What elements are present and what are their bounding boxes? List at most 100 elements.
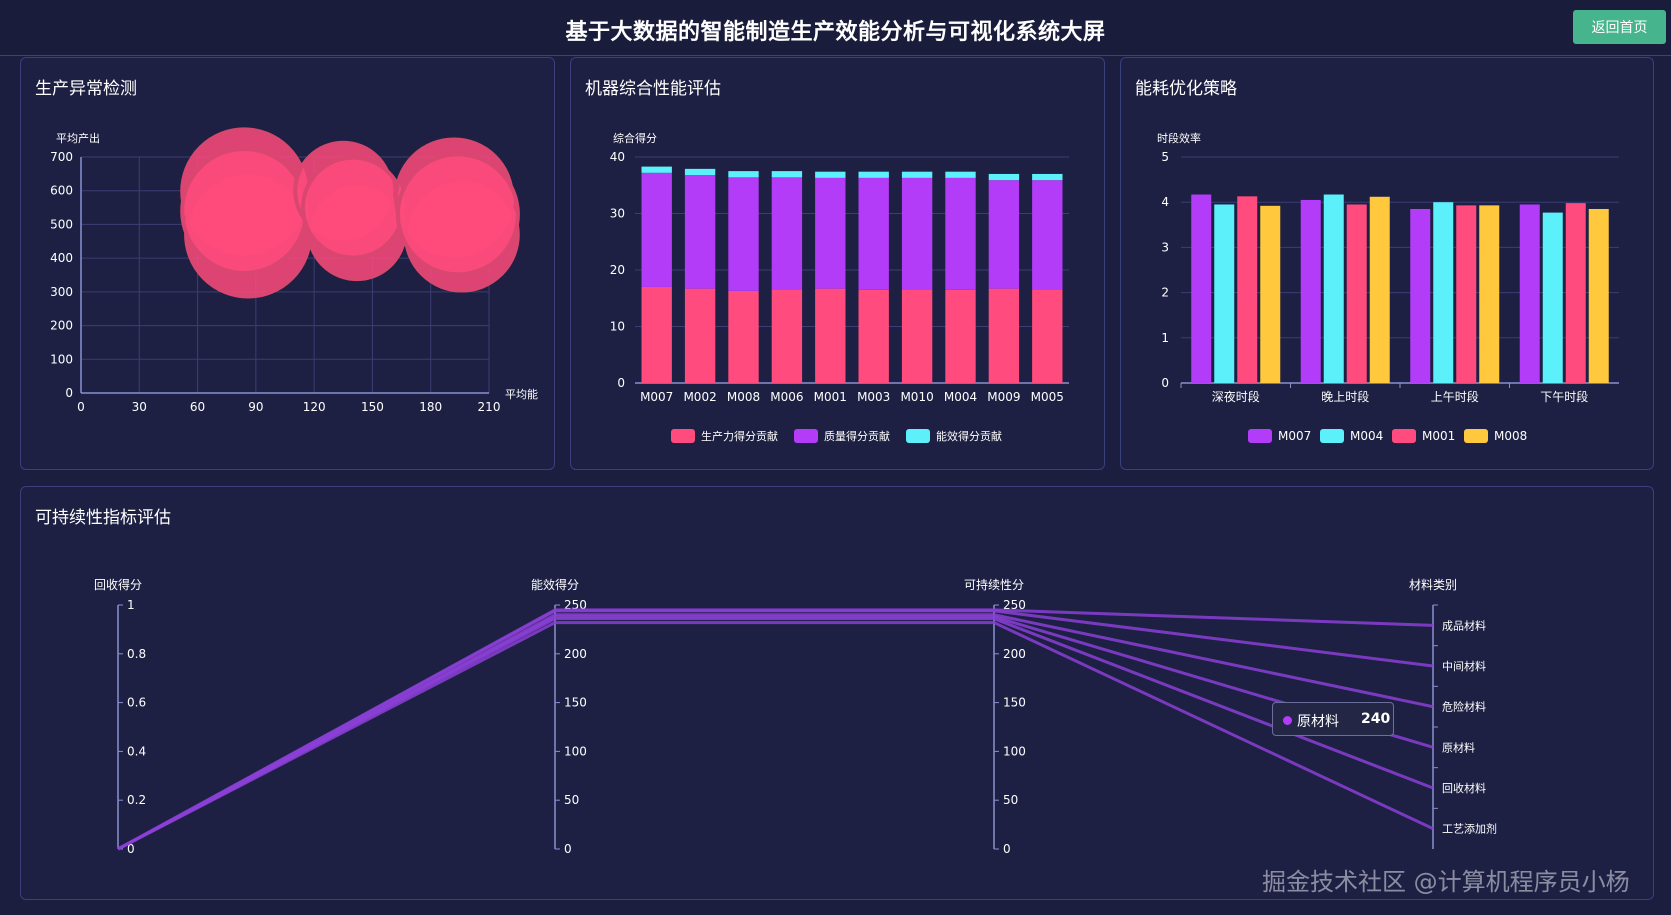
y-tick-label: 3 bbox=[1161, 240, 1169, 254]
y-axis-label: 综合得分 bbox=[613, 131, 657, 145]
axis-tick-label: 工艺添加剂 bbox=[1442, 822, 1497, 836]
scatter-point bbox=[180, 146, 309, 275]
y-tick-label: 5 bbox=[1161, 150, 1169, 164]
panel-machine-performance: 机器综合性能评估 0 10 20 30 40 综合得分 M007 M002 M008 M006 M0… bbox=[570, 57, 1105, 470]
x-axis-label: 平均能 bbox=[505, 387, 538, 401]
x-tick-label: 晚上时段 bbox=[1321, 389, 1369, 404]
panel-title-machine: 机器综合性能评估 bbox=[585, 79, 721, 99]
bar-segment bbox=[901, 289, 933, 383]
x-tick-label: 150 bbox=[361, 400, 384, 414]
bar-segment bbox=[684, 168, 716, 176]
x-tick-label: 90 bbox=[248, 400, 263, 414]
legend-swatch bbox=[1320, 429, 1344, 443]
bar bbox=[1214, 204, 1235, 383]
parallel-axis-name: 可持续性分 bbox=[964, 577, 1024, 592]
legend-swatch bbox=[1464, 429, 1488, 443]
axis-tick-label: 中间材料 bbox=[1442, 659, 1486, 673]
watermark: 掘金技术社区 @计算机程序员小杨 bbox=[1262, 868, 1630, 896]
scatter-chart[interactable]: 0 30 60 90 120 150 180 210 0 100 200 300 400 500 600 70… bbox=[21, 58, 556, 471]
axis-tick-label: 100 bbox=[1003, 744, 1026, 758]
y-tick-label: 200 bbox=[50, 319, 73, 333]
x-tick-label: 30 bbox=[132, 400, 147, 414]
axis-tick-label: 200 bbox=[1003, 647, 1026, 661]
legend-label: 质量得分贡献 bbox=[824, 429, 890, 443]
bar bbox=[1565, 203, 1586, 383]
bar-segment bbox=[901, 177, 933, 290]
legend-swatch bbox=[1248, 429, 1272, 443]
bar bbox=[1260, 205, 1281, 383]
y-tick-label: 10 bbox=[610, 320, 625, 334]
parallel-line bbox=[117, 621, 1434, 851]
axis-tick-label: 0.6 bbox=[127, 696, 146, 710]
bar bbox=[1542, 212, 1563, 383]
parallel-line bbox=[117, 613, 1434, 851]
y-tick-label: 2 bbox=[1161, 286, 1169, 300]
axis-tick-label: 回收材料 bbox=[1442, 781, 1486, 795]
bar-segment bbox=[815, 288, 846, 383]
x-tick-label: 120 bbox=[303, 400, 326, 414]
x-tick-label: 180 bbox=[419, 400, 442, 414]
axis-tick-label: 50 bbox=[564, 793, 579, 807]
legend-label: M001 bbox=[1422, 429, 1455, 443]
bar-segment bbox=[641, 166, 672, 173]
axis-tick-label: 原材料 bbox=[1442, 740, 1475, 754]
tooltip-name: 原材料 bbox=[1297, 714, 1339, 730]
bar-segment bbox=[858, 171, 889, 178]
chart-tooltip: 原材料 240 bbox=[1272, 702, 1394, 736]
bar-segment bbox=[684, 288, 716, 383]
y-tick-label: 40 bbox=[610, 150, 625, 164]
bar bbox=[1519, 204, 1540, 383]
axis-tick-label: 成品材料 bbox=[1442, 618, 1486, 632]
y-tick-label: 0 bbox=[65, 386, 73, 400]
y-tick-label: 30 bbox=[610, 207, 625, 221]
bar bbox=[1300, 199, 1321, 383]
y-tick-label: 400 bbox=[50, 251, 73, 265]
x-tick-label: M009 bbox=[987, 390, 1020, 404]
y-tick-label: 0 bbox=[1161, 376, 1169, 390]
bar bbox=[1237, 196, 1258, 383]
bar bbox=[1456, 205, 1477, 383]
bar-segment bbox=[858, 289, 889, 383]
bar-segment bbox=[988, 173, 1020, 181]
axis-tick-label: 100 bbox=[564, 744, 587, 758]
y-tick-label: 4 bbox=[1161, 195, 1169, 209]
x-tick-label: M004 bbox=[944, 390, 977, 404]
axis-tick-label: 150 bbox=[564, 696, 587, 710]
parallel-line bbox=[117, 615, 1434, 851]
axis-tick-label: 0.8 bbox=[127, 647, 146, 661]
parallel-axis-name: 回收得分 bbox=[94, 577, 142, 592]
x-tick-label: 深夜时段 bbox=[1212, 389, 1260, 404]
panel-title-anomaly: 生产异常检测 bbox=[35, 79, 137, 99]
stacked-bar-chart[interactable]: 0 10 20 30 40 综合得分 M007 M002 M008 M006 M001 M003 M01… bbox=[571, 58, 1106, 471]
parallel-line bbox=[117, 609, 1434, 851]
axis-tick-label: 1 bbox=[127, 598, 135, 612]
y-tick-label: 20 bbox=[610, 263, 625, 277]
legend-swatch bbox=[906, 429, 930, 443]
bar-segment bbox=[988, 180, 1020, 289]
bar-segment bbox=[641, 286, 672, 383]
x-tick-label: M002 bbox=[683, 390, 716, 404]
x-tick-label: M007 bbox=[640, 390, 673, 404]
parallel-axis-name: 材料类别 bbox=[1409, 578, 1457, 592]
bar-segment bbox=[771, 171, 803, 178]
parallel-axis-name: 能效得分 bbox=[531, 577, 579, 592]
home-button[interactable]: 返回首页 bbox=[1573, 10, 1666, 44]
parallel-chart[interactable]: 回收得分00.20.40.60.81能效得分050100150200250可持续… bbox=[21, 487, 1655, 901]
axis-tick-label: 危险材料 bbox=[1442, 700, 1486, 714]
legend-swatch bbox=[671, 429, 695, 443]
bar-segment bbox=[728, 171, 759, 178]
bar-segment bbox=[815, 177, 846, 289]
bar-segment bbox=[771, 177, 803, 290]
y-axis-label: 时段效率 bbox=[1157, 131, 1201, 145]
axis-tick-label: 0 bbox=[564, 842, 572, 856]
panel-sustainability: 可持续性指标评估 回收得分 0 0.2 0.4 0.6 0.8 1 能效得分 0 50 100 150… bbox=[20, 486, 1654, 900]
x-tick-label: 下午时段 bbox=[1540, 389, 1588, 404]
x-tick-label: 60 bbox=[190, 400, 205, 414]
tooltip-value: 240 bbox=[1361, 711, 1391, 727]
bar-segment bbox=[815, 171, 846, 178]
axis-tick-label: 0 bbox=[127, 842, 135, 856]
bar bbox=[1369, 196, 1390, 383]
bar-segment bbox=[945, 171, 976, 178]
tooltip-dot bbox=[1283, 716, 1292, 725]
